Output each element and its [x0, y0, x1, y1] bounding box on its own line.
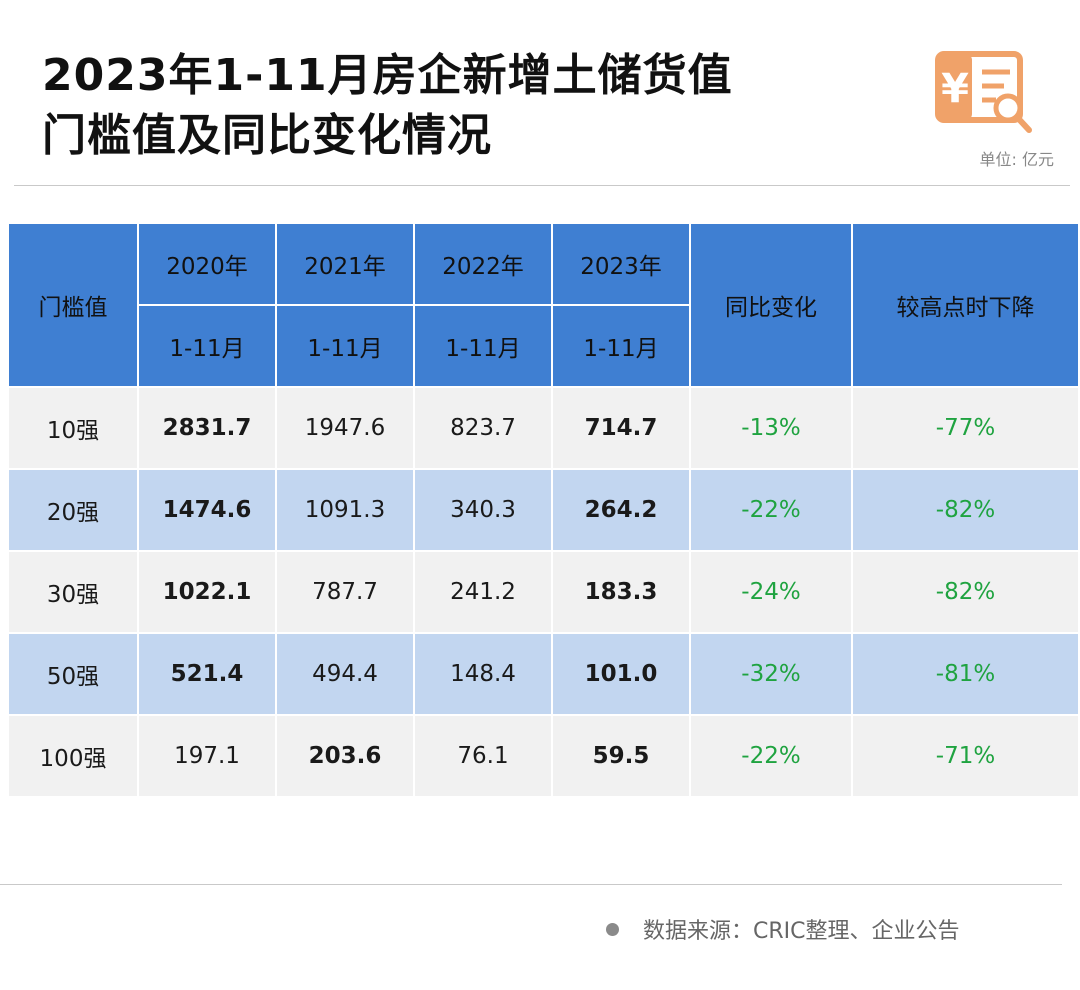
cell-2021: 1091.3	[275, 468, 415, 552]
cell-drop: -77%	[851, 386, 1080, 470]
header-period-2020: 1-11月	[137, 304, 277, 388]
page-title: 2023年1-11月房企新增土储货值 门槛值及同比变化情况	[42, 46, 733, 166]
table-row: 10强 2831.7 1947.6 823.7 714.7 -13% -77%	[7, 386, 1080, 470]
cell-2023: 101.0	[551, 632, 691, 716]
cell-rank: 20强	[7, 468, 139, 552]
cell-rank: 30强	[7, 550, 139, 634]
cell-2023: 264.2	[551, 468, 691, 552]
cell-2023: 183.3	[551, 550, 691, 634]
header-year-2023: 2023年	[551, 222, 691, 306]
cell-2021: 203.6	[275, 714, 415, 798]
cell-rank: 100强	[7, 714, 139, 798]
cell-yoy: -22%	[689, 468, 853, 552]
title-line-2: 门槛值及同比变化情况	[42, 110, 492, 161]
top-divider	[14, 185, 1070, 186]
cell-2020: 197.1	[137, 714, 277, 798]
unit-label: 单位: 亿元	[979, 150, 1054, 169]
cell-2022: 76.1	[413, 714, 553, 798]
cell-2021: 787.7	[275, 550, 415, 634]
header-period-2021: 1-11月	[275, 304, 415, 388]
header-yoy: 同比变化	[689, 222, 853, 388]
table-row: 100强 197.1 203.6 76.1 59.5 -22% -71%	[7, 714, 1080, 798]
cell-2022: 823.7	[413, 386, 553, 470]
cell-drop: -81%	[851, 632, 1080, 716]
cell-rank: 10强	[7, 386, 139, 470]
cell-yoy: -22%	[689, 714, 853, 798]
title-line-1: 2023年1-11月房企新增土储货值	[42, 50, 733, 101]
cell-drop: -82%	[851, 550, 1080, 634]
header-year-2022: 2022年	[413, 222, 553, 306]
header-year-2020: 2020年	[137, 222, 277, 306]
header-threshold: 门槛值	[7, 222, 139, 388]
cell-yoy: -24%	[689, 550, 853, 634]
cell-rank: 50强	[7, 632, 139, 716]
yuan-receipt-search-icon: ¥	[935, 51, 1032, 133]
header-period-2023: 1-11月	[551, 304, 691, 388]
header-row-period: 1-11月 1-11月 1-11月 1-11月	[8, 304, 1079, 388]
table-row: 20强 1474.6 1091.3 340.3 264.2 -22% -82%	[7, 468, 1080, 552]
table-row: 30强 1022.1 787.7 241.2 183.3 -24% -82%	[7, 550, 1080, 634]
header-drop: 较高点时下降	[851, 222, 1080, 388]
source-note: 数据来源：CRIC整理、企业公告	[606, 913, 960, 945]
bottom-divider	[0, 884, 1062, 885]
cell-2022: 340.3	[413, 468, 553, 552]
cell-2020: 2831.7	[137, 386, 277, 470]
cell-2020: 1474.6	[137, 468, 277, 552]
cell-2023: 714.7	[551, 386, 691, 470]
cell-2020: 1022.1	[137, 550, 277, 634]
cell-drop: -71%	[851, 714, 1080, 798]
header-year-2021: 2021年	[275, 222, 415, 306]
threshold-table: 门槛值 2020年 2021年 2022年 2023年 同比变化 较高点时下降 …	[7, 222, 1080, 798]
cell-2022: 241.2	[413, 550, 553, 634]
cell-2021: 494.4	[275, 632, 415, 716]
header-period-2022: 1-11月	[413, 304, 553, 388]
cell-drop: -82%	[851, 468, 1080, 552]
cell-yoy: -32%	[689, 632, 853, 716]
bullet-dot-icon	[606, 922, 619, 936]
cell-2021: 1947.6	[275, 386, 415, 470]
cell-yoy: -13%	[689, 386, 853, 470]
source-text: 数据来源：CRIC整理、企业公告	[643, 919, 960, 944]
table-row: 50强 521.4 494.4 148.4 101.0 -32% -81%	[7, 632, 1080, 716]
cell-2020: 521.4	[137, 632, 277, 716]
cell-2023: 59.5	[551, 714, 691, 798]
cell-2022: 148.4	[413, 632, 553, 716]
svg-text:¥: ¥	[941, 66, 969, 112]
header-row-years: 门槛值 2020年 2021年 2022年 2023年 同比变化 较高点时下降	[7, 222, 1080, 388]
